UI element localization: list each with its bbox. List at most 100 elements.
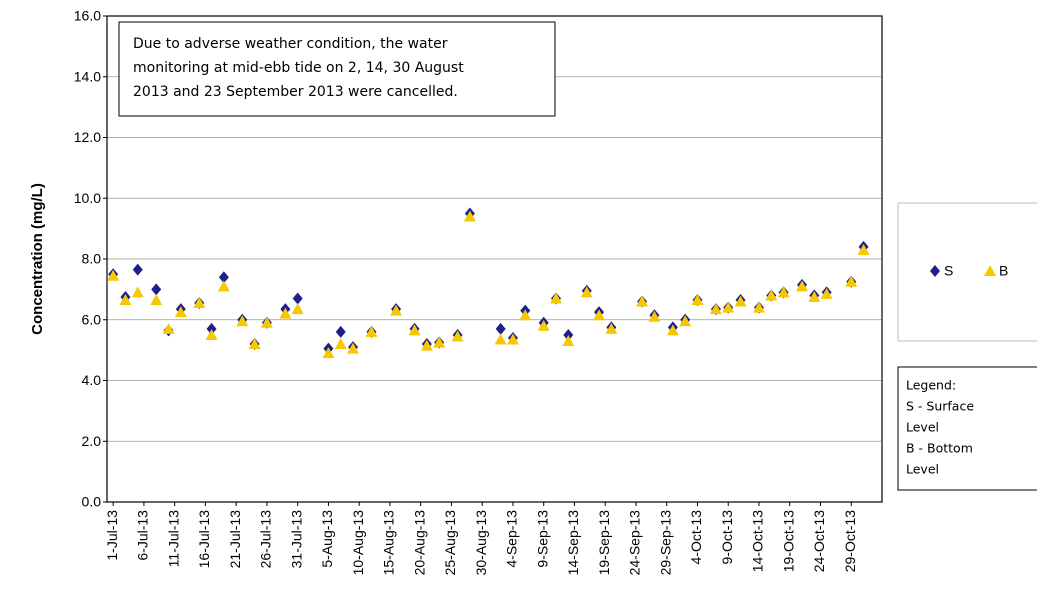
- point: [236, 315, 249, 327]
- point: [365, 325, 378, 337]
- point: [151, 283, 162, 296]
- point: [206, 322, 217, 335]
- point: [494, 333, 507, 345]
- point: [292, 292, 303, 305]
- annotation-line: 2013 and 23 September 2013 were cancelle…: [133, 84, 458, 100]
- point: [205, 328, 218, 340]
- point: [150, 294, 163, 306]
- annotation-box: [118, 21, 556, 117]
- point: [162, 322, 175, 334]
- y-tick-label: 2.0: [82, 433, 102, 449]
- y-tick-label: 4.0: [82, 372, 102, 388]
- y-tick-label: 6.0: [82, 311, 102, 327]
- point: [322, 347, 335, 359]
- point: [691, 294, 704, 306]
- point: [734, 295, 747, 307]
- x-tick-label: 30-Aug-13: [473, 510, 489, 576]
- legend-marker: [930, 265, 940, 277]
- x-tick-label: 26-Jul-13: [258, 510, 274, 569]
- point: [347, 342, 360, 354]
- legend-note-line: S - Surface: [906, 399, 974, 414]
- x-tick-label: 6-Jul-13: [135, 510, 151, 561]
- x-tick-label: 4-Sep-13: [504, 510, 520, 568]
- point: [765, 289, 778, 301]
- x-tick-label: 20-Aug-13: [411, 510, 427, 576]
- legend-note-line: Level: [906, 462, 939, 477]
- annotation-line: monitoring at mid-ebb tide on 2, 14, 30 …: [133, 60, 464, 76]
- point: [218, 271, 229, 284]
- point: [796, 280, 809, 292]
- legend-marker: [984, 265, 996, 276]
- point: [132, 263, 143, 276]
- y-tick-label: 10.0: [74, 190, 101, 206]
- x-tick-label: 16-Jul-13: [196, 510, 212, 569]
- y-axis-label: Concentration (mg/L): [29, 183, 46, 335]
- x-tick-label: 29-Sep-13: [657, 510, 673, 576]
- point: [563, 328, 574, 341]
- x-tick-label: 14-Oct-13: [750, 510, 766, 572]
- point: [845, 275, 858, 287]
- point: [666, 324, 679, 336]
- x-tick-label: 15-Aug-13: [381, 510, 397, 576]
- legend-note-box: [897, 366, 1037, 491]
- point: [451, 330, 464, 342]
- x-tick-label: 5-Aug-13: [319, 510, 335, 568]
- y-tick-label: 14.0: [74, 68, 101, 84]
- point: [335, 325, 346, 338]
- point: [291, 303, 304, 315]
- x-tick-label: 9-Oct-13: [719, 510, 735, 565]
- x-tick-label: 24-Oct-13: [811, 510, 827, 572]
- point: [562, 335, 575, 347]
- point: [174, 306, 187, 318]
- x-tick-label: 11-Jul-13: [165, 510, 181, 568]
- point: [495, 322, 506, 335]
- legend-label: S: [944, 263, 953, 279]
- point: [193, 297, 206, 309]
- y-tick-label: 16.0: [74, 8, 101, 24]
- point: [131, 286, 144, 298]
- point: [537, 319, 550, 331]
- annotation: Due to adverse weather condition, the wa…: [133, 36, 464, 100]
- x-tick-label: 24-Sep-13: [627, 510, 643, 576]
- legend-note-line: Legend:: [906, 378, 956, 393]
- point: [217, 280, 230, 292]
- y-tick-label: 0.0: [82, 494, 102, 510]
- x-tick-label: 25-Aug-13: [442, 510, 458, 576]
- point: [519, 309, 532, 321]
- point: [408, 324, 421, 336]
- point: [636, 295, 649, 307]
- point: [722, 301, 735, 313]
- x-tick-label: 1-Jul-13: [104, 510, 120, 561]
- x-tick-label: 9-Sep-13: [534, 510, 550, 568]
- point: [752, 301, 765, 313]
- legend-note-line: Level: [906, 420, 939, 435]
- point: [648, 310, 661, 322]
- point: [420, 339, 433, 351]
- legend-label: B: [999, 263, 1008, 279]
- point: [433, 336, 446, 348]
- point: [119, 294, 132, 306]
- x-tick-label: 4-Oct-13: [688, 510, 704, 565]
- point: [593, 309, 606, 321]
- x-tick-label: 21-Jul-13: [227, 510, 243, 569]
- x-tick-label: 31-Jul-13: [288, 510, 304, 569]
- x-tick-label: 14-Sep-13: [565, 510, 581, 576]
- point: [820, 287, 833, 299]
- x-tick-label: 19-Oct-13: [780, 510, 796, 572]
- point: [107, 269, 120, 281]
- point: [334, 338, 347, 350]
- point: [679, 315, 692, 327]
- y-tick-label: 12.0: [74, 129, 101, 145]
- legend-note: Legend: S - Surface Level B - Bottom Level: [906, 378, 974, 477]
- legend-note-line: B - Bottom: [906, 441, 973, 456]
- legend-box: [897, 202, 1037, 342]
- point: [709, 303, 722, 315]
- point: [390, 304, 403, 316]
- point: [260, 316, 273, 328]
- x-tick-label: 29-Oct-13: [842, 510, 858, 572]
- y-tick-label: 8.0: [82, 251, 102, 267]
- point: [463, 210, 476, 222]
- point: [248, 338, 261, 350]
- point: [550, 292, 563, 304]
